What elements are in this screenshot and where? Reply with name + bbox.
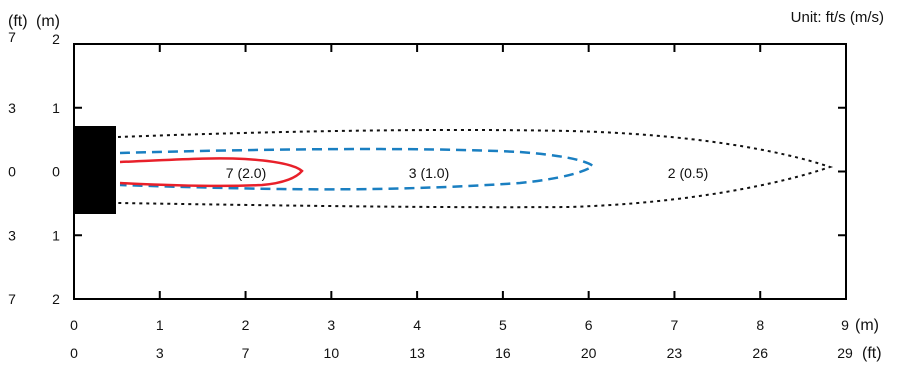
x-tick-label-ft: 0 bbox=[70, 345, 78, 361]
y-tick-label-ft: 7 bbox=[8, 291, 16, 307]
x-tick-label-ft: 29 bbox=[837, 345, 853, 361]
x-tick-label-m: 0 bbox=[70, 317, 78, 333]
plot-frame bbox=[73, 43, 847, 300]
contour-label-3: 3 (1.0) bbox=[409, 165, 449, 181]
unit-label: Unit: ft/s (m/s) bbox=[791, 9, 884, 26]
x-tick-label-m: 9 bbox=[841, 317, 849, 333]
x-tick-label-ft: 26 bbox=[752, 345, 768, 361]
contour-2-ft-s bbox=[117, 128, 834, 209]
y-tick-label-ft: 0 bbox=[8, 164, 16, 180]
y-tick-label-m: 1 bbox=[52, 227, 60, 243]
x-tick-label-m: 6 bbox=[585, 317, 593, 333]
x-tick-label-ft: 7 bbox=[242, 345, 250, 361]
air-outlet-block bbox=[74, 126, 116, 214]
contour-label-7: 7 (2.0) bbox=[226, 165, 266, 181]
y-tick-label-m: 0 bbox=[52, 164, 60, 180]
x-tick-label-m: 1 bbox=[156, 317, 164, 333]
x-tick-label-m: 7 bbox=[671, 317, 679, 333]
x-tick-label-m: 2 bbox=[242, 317, 250, 333]
y-tick-label-ft: 3 bbox=[8, 100, 16, 116]
y-tick-label-m: 1 bbox=[52, 100, 60, 116]
y-tick-label-m: 2 bbox=[52, 291, 60, 307]
contour-7-ft-s bbox=[119, 157, 304, 188]
y-axis-ticks: 2 7 1 3 0 0 1 3 2 7 bbox=[8, 29, 846, 307]
x-tick-label-m: 3 bbox=[327, 317, 335, 333]
y-unit-m: (m) bbox=[36, 13, 60, 30]
x-tick-label-ft: 13 bbox=[409, 345, 425, 361]
contour-label-2: 2 (0.5) bbox=[668, 165, 708, 181]
y-unit-ft: (ft) bbox=[8, 13, 28, 30]
x-tick-label-ft: 10 bbox=[324, 345, 340, 361]
y-tick-label-m: 2 bbox=[52, 31, 60, 47]
x-unit-ft: (ft) bbox=[862, 345, 882, 362]
y-tick-label-ft: 3 bbox=[8, 227, 16, 243]
x-tick-label-ft: 23 bbox=[667, 345, 683, 361]
x-tick-label-m: 8 bbox=[756, 317, 764, 333]
x-tick-label-m: 4 bbox=[413, 317, 421, 333]
y-tick-label-ft: 7 bbox=[8, 29, 16, 45]
x-tick-label-ft: 20 bbox=[581, 345, 597, 361]
x-tick-label-ft: 16 bbox=[495, 345, 511, 361]
contour-3-ft-s bbox=[119, 147, 596, 191]
x-unit-m: (m) bbox=[855, 317, 879, 334]
x-tick-label-m: 5 bbox=[499, 317, 507, 333]
x-tick-label-ft: 3 bbox=[156, 345, 164, 361]
